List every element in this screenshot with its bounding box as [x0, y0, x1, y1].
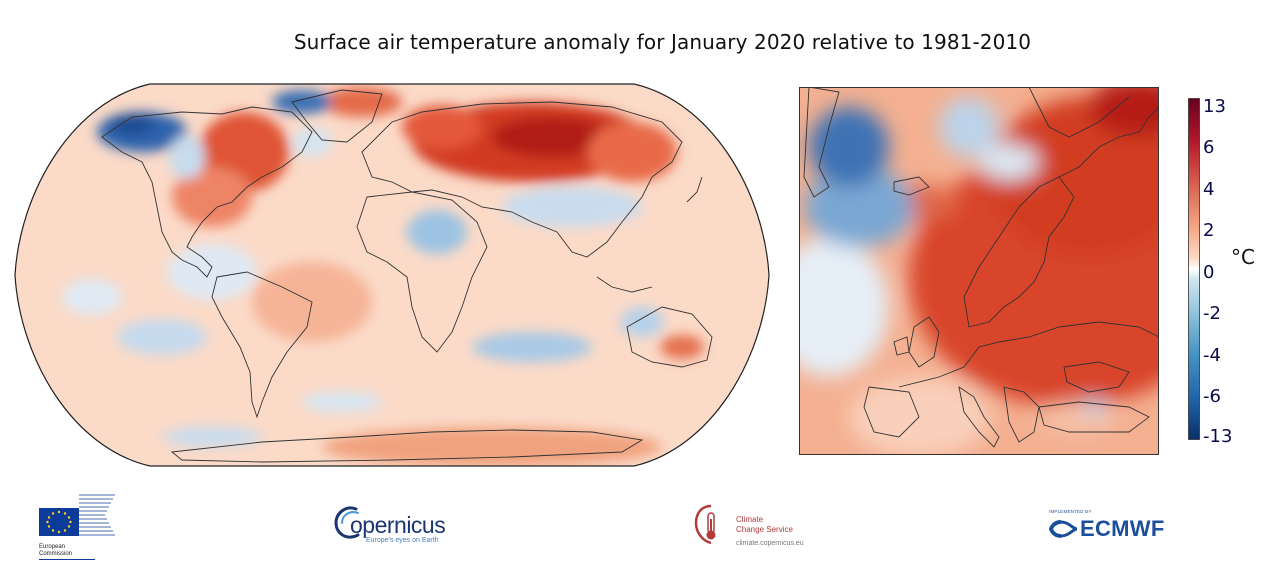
ecmwf-implemented-by: IMPLEMENTED BY: [1049, 509, 1092, 514]
thermometer-icon: [694, 504, 716, 545]
eu-label-line-1: European: [39, 544, 66, 550]
colorbar-unit: °C: [1231, 245, 1255, 269]
colorbar-tick-4: 4: [1203, 179, 1215, 200]
c3s-url: climate.copernicus.eu: [736, 540, 804, 547]
eu-label-line-2: Commission: [39, 551, 73, 557]
european-commission-logo: European Commission: [17, 493, 117, 560]
copernicus-wordmark: opernicus: [350, 512, 446, 538]
copernicus-logo: opernicus Europe's eyes on Earth: [332, 503, 462, 548]
ecmwf-wordmark: ECMWF: [1080, 516, 1165, 541]
colorbar-tick-minus-6: -6: [1203, 386, 1221, 407]
eu-flag-icon: [39, 494, 115, 536]
colorbar-tick-6: 6: [1203, 137, 1215, 158]
map-title: Surface air temperature anomaly for Janu…: [293, 30, 1032, 54]
colorbar-tick-2: 2: [1203, 220, 1215, 241]
europe-field: [799, 87, 1159, 455]
copernicus-c-icon: [334, 506, 360, 539]
colorbar-tick-13: 13: [1203, 96, 1226, 117]
europe-coastlines: [803, 87, 1159, 448]
colorbar-tick-minus-2: -2: [1203, 303, 1221, 324]
europe-map-frame: [799, 87, 1159, 455]
world-anomaly-map: [14, 83, 770, 467]
c3s-name-line-2: Change Service: [736, 525, 793, 534]
europe-anomaly-map: [799, 87, 1159, 455]
colorbar-tick-0: 0: [1203, 262, 1215, 283]
ecmwf-logo: IMPLEMENTED BY ECMWF: [1049, 509, 1179, 545]
c3s-logo: Climate Change Service climate.copernicu…: [693, 503, 823, 551]
world-field: [15, 84, 769, 466]
world-map-outline: [14, 83, 770, 467]
colorbar-tick-minus-4: -4: [1203, 345, 1221, 366]
copernicus-tagline: Europe's eyes on Earth: [366, 537, 439, 544]
ecmwf-wave-icon: [1049, 520, 1078, 538]
world-coastlines: [101, 89, 713, 463]
colorbar: [1188, 98, 1200, 440]
c3s-name-line-1: Climate: [736, 515, 764, 524]
colorbar-tick-minus-13: -13: [1203, 426, 1233, 447]
